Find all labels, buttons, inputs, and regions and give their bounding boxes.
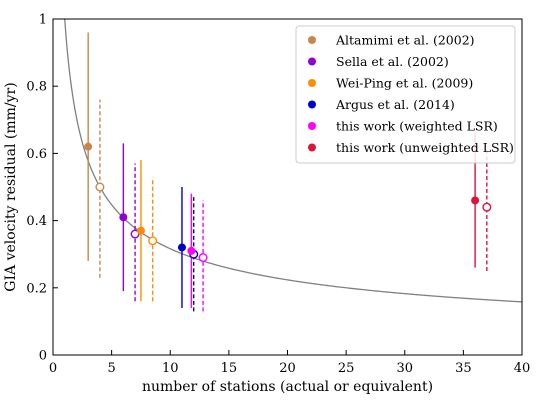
legend-marker-0: [308, 36, 316, 44]
x-tick-label-3: 15: [221, 361, 238, 376]
legend-label-4: this work (weighted LSR): [336, 119, 498, 134]
y-axis-label: GIA velocity residual (mm/yr): [3, 82, 19, 291]
legend: Altamimi et al. (2002) Sella et al. (2002…: [295, 25, 516, 164]
legend-marker-5: [308, 143, 316, 152]
y-tick-label-2: 0.4: [26, 214, 47, 229]
marker-unweighted-4: [198, 253, 208, 263]
y-tick-label-4: 0.8: [26, 80, 47, 95]
y-tick-label-3: 0.6: [26, 147, 47, 162]
x-tick-label-2: 10: [162, 361, 179, 376]
legend-box: [295, 25, 516, 164]
x-tick-label-4: 20: [279, 361, 296, 376]
legend-marker-3: [308, 100, 316, 109]
legend-label-5: this work (unweighted LSR): [336, 140, 514, 155]
x-tick-label-7: 35: [455, 361, 472, 376]
marker-weighted-0: [84, 142, 93, 151]
legend-marker-4: [308, 122, 316, 130]
marker-weighted-4: [187, 246, 196, 255]
marker-weighted-1: [119, 213, 128, 222]
x-tick-label-0: 0: [49, 361, 57, 376]
x-tick-label-8: 40: [514, 361, 531, 376]
x-tick-label-6: 30: [396, 361, 413, 376]
x-axis-label: number of stations (actual or equivalent…: [142, 379, 433, 395]
legend-label-1: Sella et al. (2002): [336, 54, 449, 69]
legend-label-0: Altamimi et al. (2002): [335, 33, 475, 48]
y-tick-label-5: 1: [39, 13, 47, 28]
legend-label-3: Argus et al. (2014): [335, 97, 455, 112]
x-axis-ticks: 0 5 10 15 20 25 30 35 40: [49, 350, 530, 376]
marker-unweighted-0: [95, 182, 105, 192]
marker-weighted-2: [136, 226, 145, 235]
legend-marker-2: [308, 79, 316, 87]
y-tick-label-1: 0.2: [26, 281, 47, 296]
marker-weighted-3: [177, 243, 186, 252]
x-tick-label-5: 25: [338, 361, 355, 376]
x-tick-label-1: 5: [107, 361, 115, 376]
legend-label-2: Wei-Ping et al. (2009): [336, 76, 473, 91]
marker-unweighted-5: [482, 202, 492, 212]
marker-unweighted-2: [148, 236, 158, 246]
marker-weighted-5: [471, 196, 480, 205]
legend-marker-1: [308, 57, 316, 66]
y-tick-label-0: 0: [39, 349, 47, 364]
data-markers: [84, 142, 492, 263]
y-axis-ticks: 0 0.2 0.4 0.6 0.8 1: [26, 13, 58, 364]
